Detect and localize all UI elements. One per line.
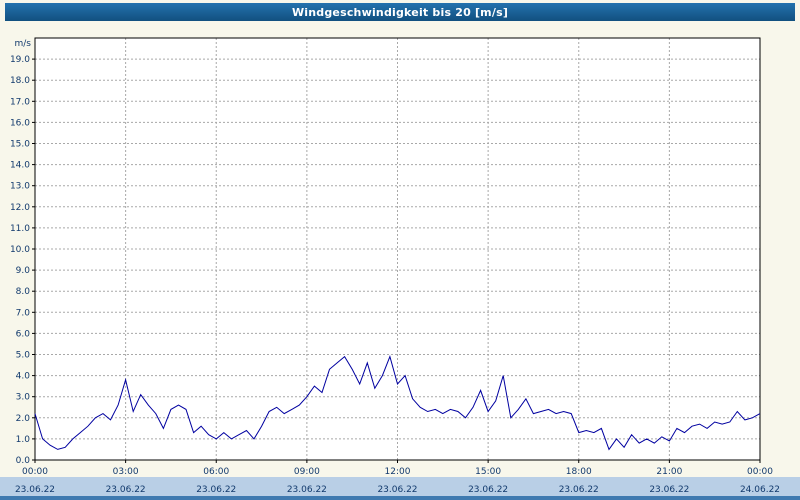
y-tick-label: 1.0 (16, 435, 31, 445)
y-tick-label: 18.0 (10, 76, 30, 86)
y-tick-label: 4.0 (16, 372, 31, 382)
y-tick-label: 14.0 (10, 161, 30, 171)
x-date-label: 23.06.22 (377, 485, 417, 495)
y-tick-label: 6.0 (16, 329, 31, 339)
x-tick-label: 00:00 (747, 467, 773, 477)
y-tick-label: 15.0 (10, 140, 30, 150)
x-tick-label: 03:00 (113, 467, 139, 477)
window-title: Windgeschwindigkeit bis 20 [m/s] (291, 5, 509, 19)
x-date-label: 23.06.22 (649, 485, 689, 495)
y-tick-label: 0.0 (16, 456, 31, 466)
x-tick-label: 00:00 (22, 467, 48, 477)
x-date-label: 23.06.22 (15, 485, 55, 495)
x-tick-label: 06:00 (203, 467, 229, 477)
y-tick-label: 19.0 (10, 55, 30, 65)
x-tick-label: 18:00 (566, 467, 592, 477)
x-date-label: 23.06.22 (287, 485, 327, 495)
x-date-label: 23.06.22 (468, 485, 508, 495)
x-date-label: 23.06.22 (559, 485, 599, 495)
y-tick-label: 10.0 (10, 245, 30, 255)
x-date-label: 23.06.22 (106, 485, 146, 495)
y-tick-label: 16.0 (10, 118, 30, 128)
x-tick-label: 12:00 (385, 467, 411, 477)
y-tick-label: 7.0 (16, 308, 31, 318)
y-tick-label: 12.0 (10, 203, 30, 213)
date-strip (0, 477, 800, 500)
y-tick-label: 8.0 (16, 287, 31, 297)
y-tick-label: 11.0 (10, 224, 30, 234)
x-tick-label: 21:00 (656, 467, 682, 477)
x-date-label: 23.06.22 (196, 485, 236, 495)
x-tick-label: 09:00 (294, 467, 320, 477)
wind-speed-line (34, 355, 761, 451)
y-tick-label: 9.0 (16, 266, 31, 276)
y-tick-label: 5.0 (16, 351, 31, 361)
y-tick-label: 3.0 (16, 393, 31, 403)
y-axis-unit: m/s (15, 39, 32, 49)
x-tick-label: 15:00 (475, 467, 501, 477)
titlebar: Windgeschwindigkeit bis 20 [m/s] (5, 3, 795, 21)
x-date-label: 24.06.22 (740, 485, 780, 495)
y-tick-label: 17.0 (10, 97, 30, 107)
y-tick-label: 13.0 (10, 182, 30, 192)
y-tick-label: 2.0 (16, 414, 31, 424)
